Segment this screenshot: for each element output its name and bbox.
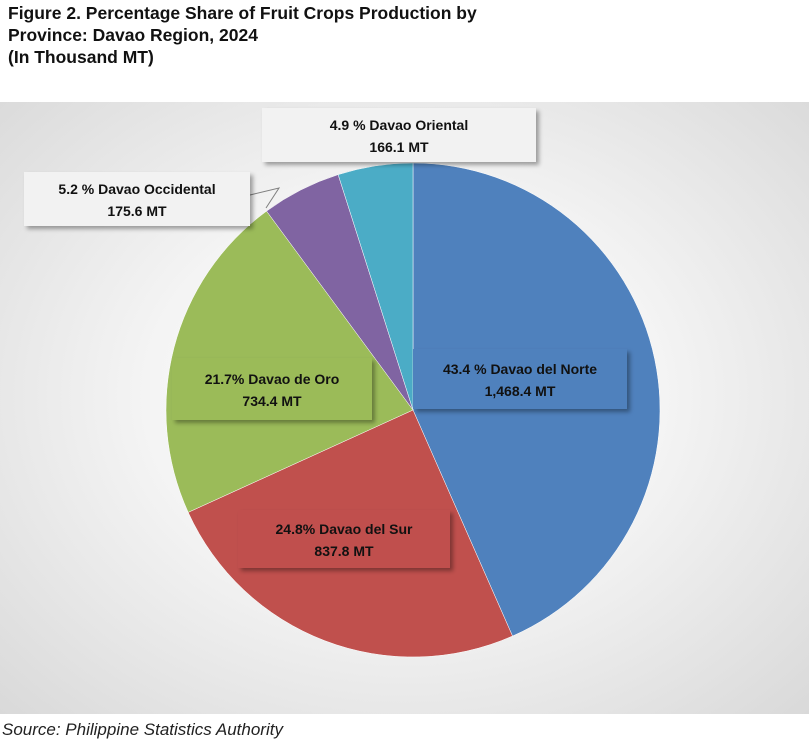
data-label-value-davao-de-oro: 734.4 MT xyxy=(242,393,302,409)
data-labels: 43.4 % Davao del Norte 1,468.4 MT 24.8% Da… xyxy=(24,108,627,568)
leader-line-davao-occidental xyxy=(249,187,281,209)
chart-title-line-2: Province: Davao Region, 2024 xyxy=(8,25,258,45)
plot-area: 43.4 % Davao del Norte 1,468.4 MT 24.8% Da… xyxy=(0,102,809,714)
data-label-value-davao-del-norte: 1,468.4 MT xyxy=(485,383,556,399)
data-label-box-davao-oriental xyxy=(262,108,536,162)
source-note: Source: Philippine Statistics Authority xyxy=(2,720,283,739)
data-label-davao-del-sur: 24.8% Davao del Sur 837.8 MT xyxy=(238,510,450,568)
chart-title: Figure 2. Percentage Share of Fruit Crop… xyxy=(8,2,568,68)
chart-title-line-3: (In Thousand MT) xyxy=(8,47,154,67)
leader-lines xyxy=(249,187,281,209)
data-label-davao-de-oro: 21.7% Davao de Oro 734.4 MT xyxy=(172,358,372,420)
data-label-davao-oriental: 4.9 % Davao Oriental 166.1 MT xyxy=(262,108,536,162)
data-label-value-davao-oriental: 166.1 MT xyxy=(369,139,429,155)
data-label-percent-davao-occidental: 5.2 % Davao Occidental xyxy=(58,181,215,197)
data-label-value-davao-del-sur: 837.8 MT xyxy=(314,543,374,559)
pie-chart: 43.4 % Davao del Norte 1,468.4 MT 24.8% Da… xyxy=(24,108,661,658)
data-label-box-davao-del-norte xyxy=(413,349,627,409)
data-label-davao-del-norte: 43.4 % Davao del Norte 1,468.4 MT xyxy=(413,349,627,409)
data-label-percent-davao-oriental: 4.9 % Davao Oriental xyxy=(330,117,469,133)
data-label-percent-davao-del-norte: 43.4 % Davao del Norte xyxy=(443,361,597,377)
pie-slice-davao-oriental xyxy=(337,162,414,411)
chart-title-line-1: Figure 2. Percentage Share of Fruit Crop… xyxy=(8,3,477,23)
data-label-box-davao-occidental xyxy=(24,172,250,226)
data-label-percent-davao-del-sur: 24.8% Davao del Sur xyxy=(276,521,414,537)
data-label-box-davao-del-sur xyxy=(238,510,450,568)
data-label-davao-occidental: 5.2 % Davao Occidental 175.6 MT xyxy=(24,172,250,226)
data-label-box-davao-de-oro xyxy=(172,358,372,420)
data-label-percent-davao-de-oro: 21.7% Davao de Oro xyxy=(205,371,340,387)
data-label-value-davao-occidental: 175.6 MT xyxy=(107,203,167,219)
